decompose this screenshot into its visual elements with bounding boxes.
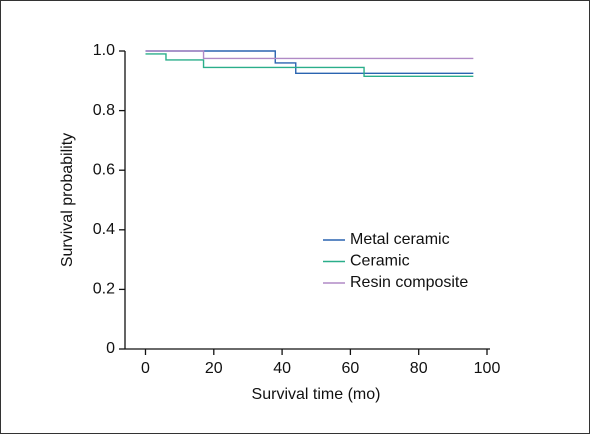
survival-curve: [145, 50, 474, 75]
legend-label: Ceramic: [350, 253, 410, 270]
survival-curve: [145, 53, 474, 78]
y-tick-label: 1.0: [93, 42, 115, 59]
legend-label: Resin composite: [350, 274, 468, 291]
y-axis-label: Survival probability: [59, 133, 76, 267]
x-tick-label: 0: [141, 360, 150, 377]
survival-curve: [145, 50, 474, 60]
y-tick-label: 0.4: [93, 221, 115, 238]
y-tick-label: 0.8: [93, 102, 115, 119]
x-axis-label: Survival time (mo): [252, 386, 381, 403]
legend-label: Metal ceramic: [350, 231, 450, 248]
y-tick-label: 0.2: [93, 281, 115, 298]
x-tick-label: 60: [341, 360, 359, 377]
x-tick-label: 20: [205, 360, 223, 377]
x-tick-label: 80: [410, 360, 428, 377]
y-tick-label: 0.6: [93, 161, 115, 178]
x-tick-label: 100: [474, 360, 501, 377]
y-tick-label: 0: [106, 340, 115, 357]
x-tick-label: 40: [273, 360, 291, 377]
